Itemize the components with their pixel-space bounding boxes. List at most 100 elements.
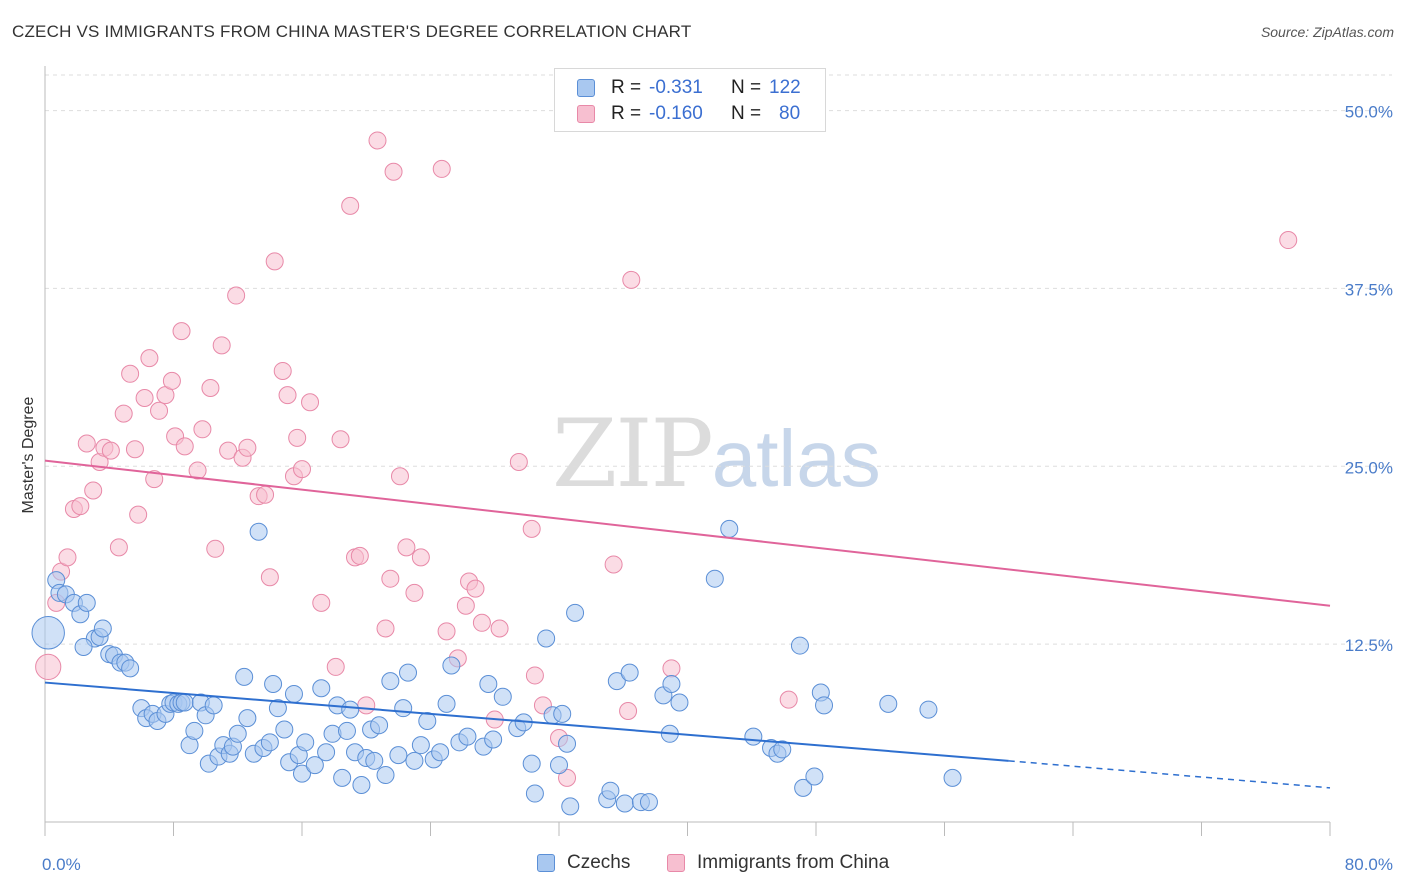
czech-point — [305, 756, 324, 775]
czech-point — [121, 659, 140, 678]
china-point — [558, 768, 577, 787]
legend-n-value: 122 — [769, 77, 801, 98]
china-point — [193, 420, 212, 439]
china-point — [350, 546, 369, 565]
china-point — [219, 441, 238, 460]
china-point — [265, 252, 284, 271]
czech-point — [561, 797, 580, 816]
china-point — [525, 666, 544, 685]
china-point — [84, 481, 103, 500]
y-tick-label: 25.0% — [1345, 458, 1393, 477]
y-axis-label: Master's Degree — [20, 396, 37, 513]
czech-point — [249, 522, 268, 541]
czech-point — [558, 734, 577, 753]
watermark: ZIPatlas — [552, 400, 881, 509]
czech-point — [333, 768, 352, 787]
grid-lines — [45, 74, 1392, 645]
china-point — [201, 379, 220, 398]
legend-r-label: R = — [611, 103, 642, 124]
bottom-legend-china: Immigrants from China — [667, 852, 889, 874]
czech-point — [204, 696, 223, 715]
czech-swatch — [577, 79, 595, 97]
legend-row-china: R = -0.160 N = 80 — [577, 101, 800, 127]
china-point — [432, 159, 451, 178]
czech-point — [484, 730, 503, 749]
china-point — [35, 653, 62, 681]
china-point — [101, 441, 120, 460]
china-point — [260, 568, 279, 587]
legend-row-czech: R = -0.331 N = 122 — [577, 75, 801, 101]
czech-point — [437, 694, 456, 713]
czech-point — [337, 721, 356, 740]
china-point — [129, 505, 148, 524]
czech-point — [260, 733, 279, 752]
czech-point — [275, 720, 294, 739]
czech-point — [268, 699, 287, 718]
czech-point — [77, 593, 96, 612]
china-point — [384, 162, 403, 181]
czech-point — [341, 700, 360, 719]
china-point — [509, 453, 528, 472]
bottom-legend-china-label: Immigrants from China — [697, 852, 890, 873]
czech-point — [93, 619, 112, 638]
china-point — [162, 371, 181, 390]
china-point — [145, 470, 164, 489]
china-point — [227, 286, 246, 305]
china-point — [114, 404, 133, 423]
czech-point — [794, 778, 813, 797]
china-point — [622, 270, 641, 289]
czech-point — [175, 693, 194, 712]
china-point — [125, 440, 144, 459]
czech-point — [566, 603, 585, 622]
czech-trend-line — [44, 681, 1009, 762]
watermark-zip: ZIP — [552, 400, 714, 509]
china-point — [456, 596, 475, 615]
czech-point — [405, 751, 424, 770]
china-point — [256, 485, 275, 504]
china-point — [390, 467, 409, 486]
czech-point — [479, 674, 498, 693]
bottom-legend-czechs-label: Czechs — [567, 852, 631, 873]
china-point — [341, 196, 360, 215]
czech-point — [620, 663, 639, 682]
y-tick-label: 12.5% — [1345, 636, 1393, 655]
czech-point — [525, 784, 544, 803]
y-tick-label: 50.0% — [1345, 103, 1393, 122]
china-point — [58, 548, 77, 567]
china-point — [273, 361, 292, 380]
china-point — [1279, 231, 1298, 250]
china-point — [71, 497, 90, 516]
czech-point — [720, 519, 739, 538]
axes — [44, 66, 1331, 836]
trend-lines — [44, 459, 1331, 789]
china-point — [662, 659, 681, 678]
czech-point — [431, 743, 450, 762]
czech-point — [639, 793, 658, 812]
czech-point — [185, 721, 204, 740]
chart-source: Source: ZipAtlas.com — [1260, 24, 1394, 40]
czech-point — [399, 663, 418, 682]
czech-point — [879, 694, 898, 713]
czech-point — [312, 679, 331, 698]
czech-point — [607, 672, 626, 691]
czech-point — [662, 674, 681, 693]
czech-point — [293, 764, 311, 783]
china-point — [522, 519, 541, 538]
china-point — [206, 539, 225, 558]
x-tick-label: 80.0% — [1345, 855, 1393, 874]
chart-title: CZECH VS IMMIGRANTS FROM CHINA MASTER'S … — [12, 22, 692, 41]
czech-point — [370, 716, 389, 735]
china-point — [331, 430, 350, 449]
china-point — [411, 548, 430, 567]
czech-point — [411, 736, 430, 755]
china-point — [357, 696, 376, 715]
china-point — [109, 538, 128, 557]
axis-labels: 12.5% 25.0% 37.5% 50.0% 0.0% 80.0% Master's De… — [20, 103, 1393, 874]
china-point — [288, 428, 307, 447]
czech-point — [773, 740, 792, 759]
czech-point — [537, 629, 556, 648]
czech-point — [670, 693, 689, 712]
czech-point — [790, 636, 809, 655]
legend-r-label: R = — [611, 77, 642, 98]
